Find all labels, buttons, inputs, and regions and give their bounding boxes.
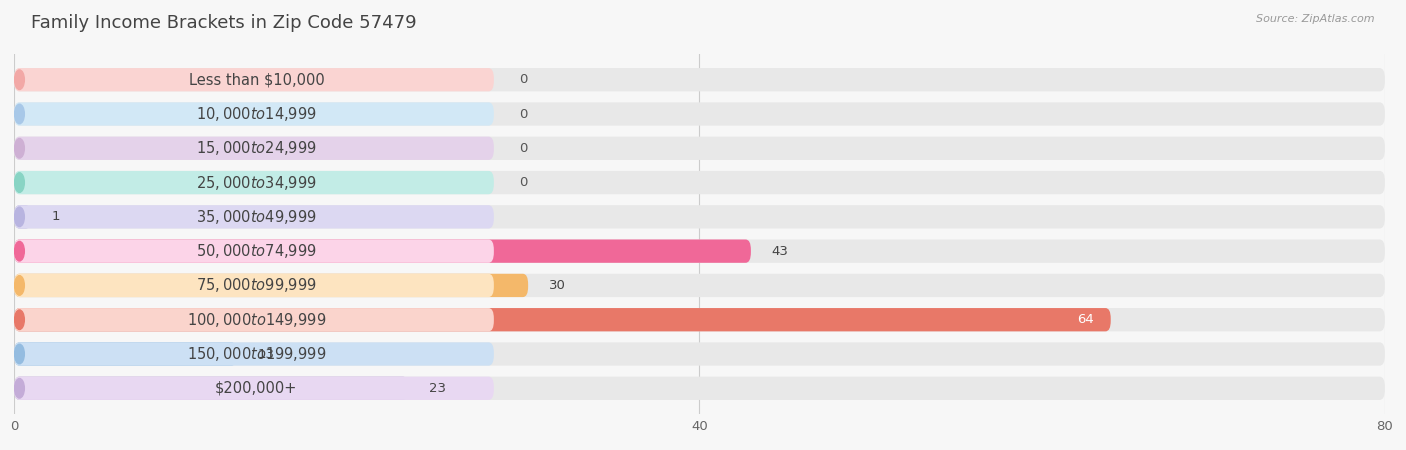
- Text: 23: 23: [429, 382, 446, 395]
- Text: Source: ZipAtlas.com: Source: ZipAtlas.com: [1257, 14, 1375, 23]
- FancyBboxPatch shape: [14, 377, 494, 400]
- Text: Family Income Brackets in Zip Code 57479: Family Income Brackets in Zip Code 57479: [31, 14, 416, 32]
- Text: 43: 43: [772, 245, 789, 258]
- FancyBboxPatch shape: [14, 308, 1385, 331]
- FancyBboxPatch shape: [14, 102, 1385, 126]
- FancyBboxPatch shape: [14, 205, 31, 229]
- FancyBboxPatch shape: [14, 102, 494, 126]
- FancyBboxPatch shape: [14, 205, 1385, 229]
- FancyBboxPatch shape: [14, 377, 1385, 400]
- Text: 64: 64: [1077, 313, 1094, 326]
- FancyBboxPatch shape: [14, 377, 408, 400]
- FancyBboxPatch shape: [14, 239, 494, 263]
- Text: 13: 13: [257, 347, 274, 360]
- Circle shape: [14, 378, 24, 398]
- FancyBboxPatch shape: [14, 239, 1385, 263]
- Text: $75,000 to $99,999: $75,000 to $99,999: [195, 276, 316, 294]
- Circle shape: [14, 344, 24, 364]
- Text: $35,000 to $49,999: $35,000 to $49,999: [195, 208, 316, 226]
- FancyBboxPatch shape: [14, 308, 494, 331]
- Text: $10,000 to $14,999: $10,000 to $14,999: [195, 105, 316, 123]
- FancyBboxPatch shape: [14, 342, 1385, 366]
- Text: $15,000 to $24,999: $15,000 to $24,999: [195, 140, 316, 158]
- FancyBboxPatch shape: [14, 68, 1385, 91]
- Circle shape: [14, 276, 24, 295]
- FancyBboxPatch shape: [14, 342, 236, 366]
- Text: Less than $10,000: Less than $10,000: [188, 72, 325, 87]
- Text: $50,000 to $74,999: $50,000 to $74,999: [195, 242, 316, 260]
- Text: $25,000 to $34,999: $25,000 to $34,999: [195, 174, 316, 192]
- FancyBboxPatch shape: [14, 239, 751, 263]
- FancyBboxPatch shape: [14, 308, 1111, 331]
- Circle shape: [14, 207, 24, 227]
- Circle shape: [14, 70, 24, 90]
- Text: 30: 30: [548, 279, 565, 292]
- Text: 0: 0: [520, 108, 527, 121]
- FancyBboxPatch shape: [14, 137, 1385, 160]
- Text: 0: 0: [520, 73, 527, 86]
- FancyBboxPatch shape: [14, 274, 494, 297]
- FancyBboxPatch shape: [14, 137, 494, 160]
- FancyBboxPatch shape: [14, 274, 1385, 297]
- Circle shape: [14, 310, 24, 329]
- Circle shape: [14, 104, 24, 124]
- FancyBboxPatch shape: [14, 171, 1385, 194]
- FancyBboxPatch shape: [14, 205, 494, 229]
- FancyBboxPatch shape: [14, 171, 494, 194]
- Text: $200,000+: $200,000+: [215, 381, 298, 396]
- FancyBboxPatch shape: [14, 274, 529, 297]
- Circle shape: [14, 139, 24, 158]
- Circle shape: [14, 241, 24, 261]
- Text: 0: 0: [520, 176, 527, 189]
- Text: 0: 0: [520, 142, 527, 155]
- Text: 1: 1: [52, 210, 60, 223]
- Circle shape: [14, 173, 24, 192]
- FancyBboxPatch shape: [14, 68, 494, 91]
- Text: $150,000 to $199,999: $150,000 to $199,999: [187, 345, 326, 363]
- FancyBboxPatch shape: [14, 342, 494, 366]
- Text: $100,000 to $149,999: $100,000 to $149,999: [187, 310, 326, 328]
